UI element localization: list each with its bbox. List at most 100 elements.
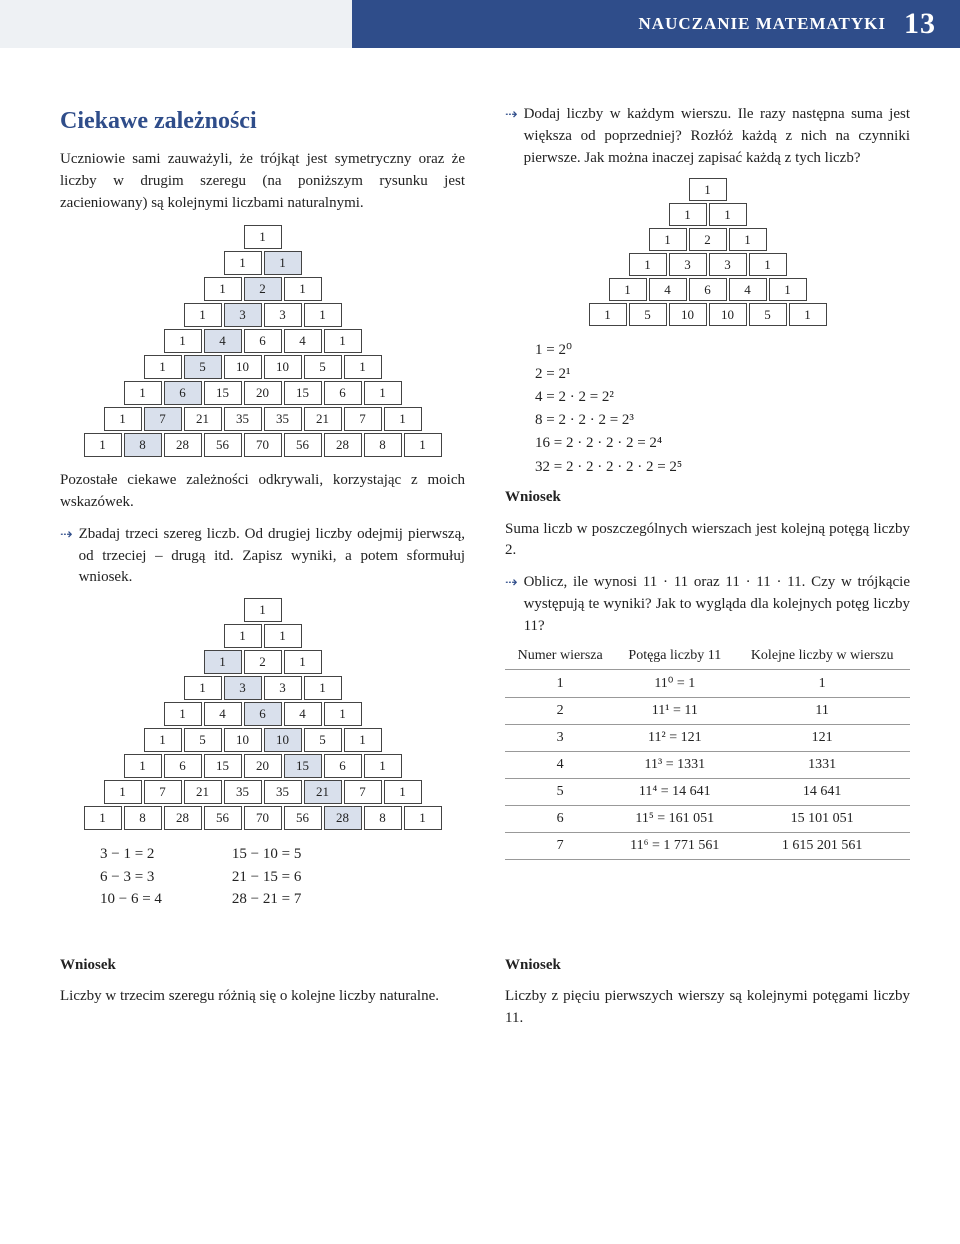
pascal-row: 15101051 (60, 727, 465, 753)
equation: 3 − 1 = 2 (100, 843, 162, 866)
pascal-cell: 15 (284, 381, 322, 405)
pascal-cell: 5 (184, 728, 222, 752)
pascal-row: 14641 (60, 328, 465, 354)
table-cell: 7 (505, 833, 615, 860)
table-cell: 11⁵ = 161 051 (615, 806, 734, 833)
pascal-cell: 35 (264, 407, 302, 431)
after-paragraph: Pozostałe ciekawe zależności odkrywali, … (60, 470, 465, 514)
pascal-cell: 56 (284, 433, 322, 457)
pascal-cell: 1 (789, 303, 827, 326)
pascal-cell: 1 (204, 277, 242, 301)
pascal-cell: 6 (689, 278, 727, 301)
table-row: 311² = 121121 (505, 725, 910, 752)
pascal-cell: 1 (204, 650, 242, 674)
pascal-row: 15101051 (60, 354, 465, 380)
pascal-cell: 1 (164, 702, 202, 726)
right-column: ⇢ Dodaj liczby w każdym wierszu. Ile raz… (505, 98, 910, 921)
table-cell: 1 615 201 561 (734, 833, 910, 860)
arrow-icon: ⇢ (60, 524, 73, 589)
pascal-row: 1615201561 (60, 380, 465, 406)
pascal-row: 1331 (505, 252, 910, 277)
pascal-cell: 1 (124, 381, 162, 405)
pascal-cell: 5 (184, 355, 222, 379)
table-cell: 11¹ = 11 (615, 698, 734, 725)
pascal-cell: 1 (364, 381, 402, 405)
pascal-cell: 1 (224, 251, 262, 275)
equation: 8 = 2 · 2 · 2 = 2³ (535, 409, 910, 432)
pascal-cell: 5 (629, 303, 667, 326)
powers-of-2-list: 1 = 2⁰2 = 2¹4 = 2 · 2 = 2²8 = 2 · 2 · 2 … (535, 339, 910, 479)
pascal-cell: 1 (84, 433, 122, 457)
pascal-cell: 6 (244, 702, 282, 726)
pascal-row: 11 (505, 202, 910, 227)
pascal-cell: 1 (609, 278, 647, 301)
table-cell: 1 (505, 670, 615, 698)
pascal-row: 1615201561 (60, 753, 465, 779)
pascal-cell: 3 (224, 676, 262, 700)
pascal-cell: 1 (144, 355, 182, 379)
equation: 2 = 2¹ (535, 363, 910, 386)
pascal-cell: 15 (204, 381, 242, 405)
pascal-cell: 2 (689, 228, 727, 251)
table-cell: 5 (505, 779, 615, 806)
pascal-cell: 1 (729, 228, 767, 251)
pascal-cell: 3 (224, 303, 262, 327)
equation: 15 − 10 = 5 (232, 843, 301, 866)
equation: 21 − 15 = 6 (232, 866, 301, 889)
pascal-cell: 28 (324, 806, 362, 830)
pascal-cell: 21 (184, 407, 222, 431)
pascal-triangle-1: 1111211331146411510105116152015611721353… (60, 224, 465, 458)
pascal-cell: 1 (304, 676, 342, 700)
powers-of-11-table: Numer wierszaPotęga liczby 11Kolejne lic… (505, 643, 910, 860)
pascal-cell: 35 (224, 780, 262, 804)
pascal-cell: 10 (224, 728, 262, 752)
pascal-cell: 4 (729, 278, 767, 301)
pascal-cell: 8 (124, 806, 162, 830)
page-header: NAUCZANIE MATEMATYKI 13 (0, 0, 960, 48)
header-left-strip (0, 0, 352, 48)
pascal-row: 121 (60, 276, 465, 302)
pascal-row: 1331 (60, 302, 465, 328)
bullet-text: Oblicz, ile wynosi 11 · 11 oraz 11 · 11 … (524, 572, 910, 637)
bullet-item: ⇢ Oblicz, ile wynosi 11 · 11 oraz 11 · 1… (505, 572, 910, 637)
pascal-cell: 2 (244, 650, 282, 674)
equation-pair: 3 − 1 = 26 − 3 = 310 − 6 = 4 15 − 10 = 5… (100, 843, 465, 911)
conclusion-heading: Wniosek (60, 955, 465, 977)
table-cell: 121 (734, 725, 910, 752)
pascal-cell: 1 (244, 225, 282, 249)
table-cell: 11⁴ = 14 641 (615, 779, 734, 806)
pascal-cell: 6 (324, 381, 362, 405)
pascal-cell: 56 (284, 806, 322, 830)
pascal-row: 15101051 (505, 302, 910, 327)
table-cell: 11⁰ = 1 (615, 670, 734, 698)
pascal-cell: 28 (164, 806, 202, 830)
pascal-cell: 1 (689, 178, 727, 201)
pascal-cell: 3 (264, 303, 302, 327)
pascal-cell: 35 (264, 780, 302, 804)
pascal-cell: 4 (204, 702, 242, 726)
pascal-cell: 1 (589, 303, 627, 326)
pascal-cell: 5 (749, 303, 787, 326)
pascal-cell: 28 (324, 433, 362, 457)
pascal-cell: 1 (669, 203, 707, 226)
pascal-cell: 4 (649, 278, 687, 301)
pascal-cell: 1 (709, 203, 747, 226)
conclusion-text: Suma liczb w poszczególnych wierszach je… (505, 519, 910, 563)
pascal-cell: 1 (769, 278, 807, 301)
pascal-cell: 7 (144, 407, 182, 431)
pascal-cell: 8 (124, 433, 162, 457)
pascal-cell: 10 (264, 355, 302, 379)
equation: 32 = 2 · 2 · 2 · 2 · 2 = 2⁵ (535, 456, 910, 479)
pascal-cell: 6 (164, 381, 202, 405)
table-header-cell: Numer wiersza (505, 643, 615, 670)
pascal-cell: 1 (344, 355, 382, 379)
pascal-cell: 1 (84, 806, 122, 830)
pascal-cell: 56 (204, 806, 242, 830)
pascal-cell: 1 (324, 702, 362, 726)
pascal-cell: 15 (284, 754, 322, 778)
table-cell: 11² = 121 (615, 725, 734, 752)
pascal-cell: 1 (284, 277, 322, 301)
pascal-cell: 20 (244, 381, 282, 405)
pascal-cell: 2 (244, 277, 282, 301)
table-row: 211¹ = 1111 (505, 698, 910, 725)
